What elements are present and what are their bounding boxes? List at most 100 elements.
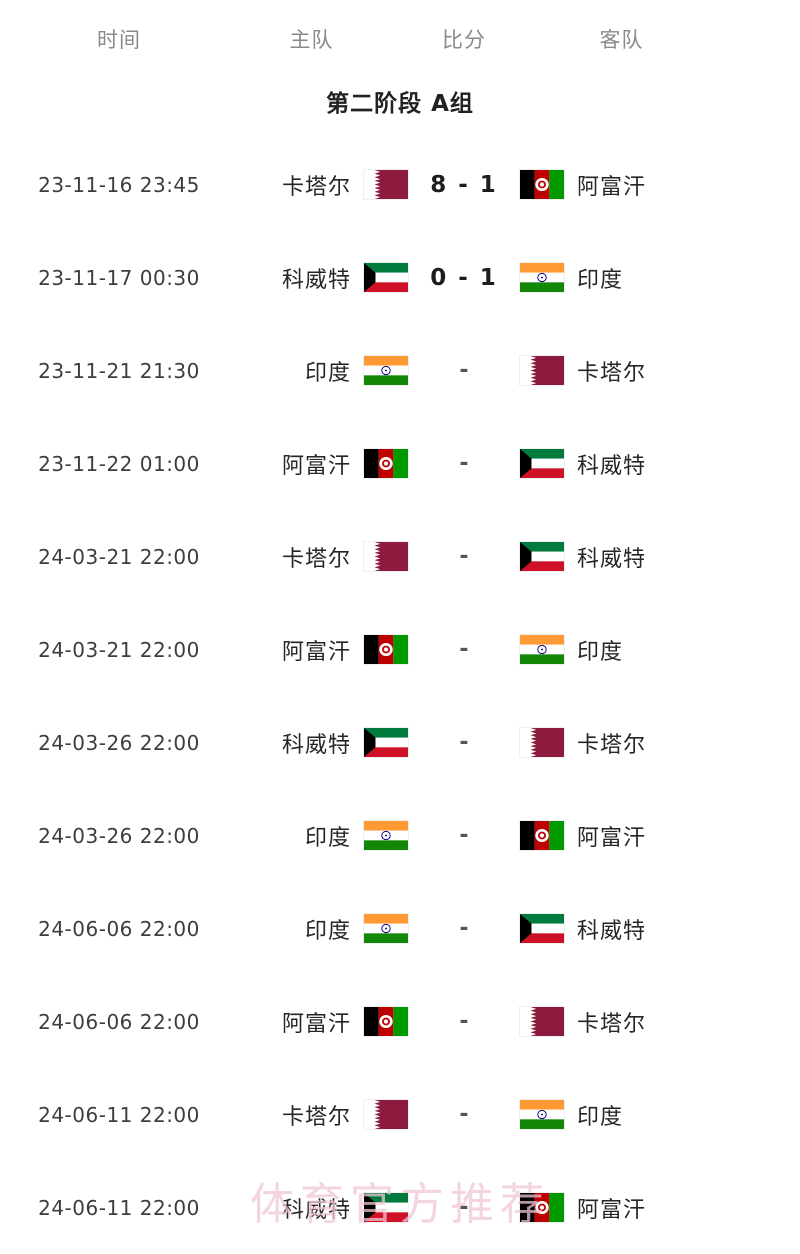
match-score: 0 - 1 (430, 264, 498, 291)
match-score: - (459, 823, 469, 848)
match-row[interactable]: 23-11-21 21:30 印度 - 卡塔尔 (0, 324, 800, 417)
india-flag (363, 355, 409, 386)
home-team-name: 阿富汗 (281, 453, 351, 479)
kuwait-flag (519, 913, 565, 944)
qatar-flag (519, 355, 565, 386)
match-score: 8 - 1 (430, 171, 498, 198)
home-team: 卡塔尔 (214, 169, 409, 201)
match-score: - (459, 916, 469, 941)
match-score: - (459, 1102, 469, 1127)
away-team: 印度 (519, 1099, 724, 1131)
home-team: 阿富汗 (214, 1006, 409, 1038)
away-team: 印度 (519, 262, 724, 294)
match-time: 24-06-06 22:00 (38, 916, 200, 941)
match-row[interactable]: 24-06-06 22:00 阿富汗 - 卡塔尔 (0, 975, 800, 1068)
away-team: 印度 (519, 634, 724, 666)
away-team-name: 卡塔尔 (577, 1011, 647, 1037)
match-row[interactable]: 24-03-26 22:00 印度 - 阿富汗 (0, 789, 800, 882)
away-team: 阿富汗 (519, 169, 724, 201)
qatar-flag (363, 541, 409, 572)
kuwait-flag (363, 262, 409, 293)
home-team-name: 印度 (304, 825, 351, 851)
qatar-flag (363, 169, 409, 200)
home-team: 卡塔尔 (214, 541, 409, 573)
group-title: 第二阶段 A组 (326, 91, 474, 117)
home-team: 印度 (214, 355, 409, 387)
kuwait-flag (363, 727, 409, 758)
home-team-name: 科威特 (281, 732, 351, 758)
match-row[interactable]: 24-06-11 22:00 科威特 - 阿富汗 (0, 1161, 800, 1254)
home-team-name: 卡塔尔 (281, 174, 351, 200)
home-team: 阿富汗 (214, 448, 409, 480)
india-flag (363, 913, 409, 944)
qatar-flag (519, 727, 565, 758)
india-flag (519, 1099, 565, 1130)
home-team-name: 阿富汗 (281, 1011, 351, 1037)
away-team-name: 卡塔尔 (577, 732, 647, 758)
kuwait-flag (519, 448, 565, 479)
kuwait-flag (363, 1192, 409, 1223)
qatar-flag (363, 1099, 409, 1130)
afghanistan-flag (519, 169, 565, 200)
match-row[interactable]: 24-03-21 22:00 阿富汗 - 印度 (0, 603, 800, 696)
away-team-name: 阿富汗 (577, 1197, 647, 1223)
column-header-home-team: 主队 (289, 28, 334, 52)
match-row[interactable]: 24-03-26 22:00 科威特 - 卡塔尔 (0, 696, 800, 789)
home-team: 科威特 (214, 1192, 409, 1224)
column-header-score: 比分 (442, 28, 486, 52)
match-time: 23-11-16 23:45 (38, 172, 200, 197)
away-team-name: 印度 (577, 639, 624, 665)
away-team-name: 印度 (577, 1104, 624, 1130)
afghanistan-flag (363, 634, 409, 665)
qatar-flag (519, 1006, 565, 1037)
away-team: 科威特 (519, 541, 724, 573)
column-header-away-team: 客队 (599, 28, 644, 52)
away-team: 卡塔尔 (519, 1006, 724, 1038)
home-team: 科威特 (214, 727, 409, 759)
match-score: - (459, 451, 469, 476)
match-row[interactable]: 24-06-06 22:00 印度 - 科威特 (0, 882, 800, 975)
match-time: 24-03-21 22:00 (38, 544, 200, 569)
home-team-name: 科威特 (281, 267, 351, 293)
away-team: 卡塔尔 (519, 355, 724, 387)
afghanistan-flag (519, 1192, 565, 1223)
away-team-name: 阿富汗 (577, 825, 647, 851)
match-time: 24-06-06 22:00 (38, 1009, 200, 1034)
home-team: 科威特 (214, 262, 409, 294)
away-team: 科威特 (519, 913, 724, 945)
match-time: 24-03-26 22:00 (38, 823, 200, 848)
column-header-time: 时间 (97, 28, 141, 52)
table-header: 时间 主队 比分 客队 (0, 0, 800, 78)
match-score: - (459, 358, 469, 383)
away-team-name: 印度 (577, 267, 624, 293)
match-time: 23-11-22 01:00 (38, 451, 200, 476)
away-team: 卡塔尔 (519, 727, 724, 759)
afghanistan-flag (363, 448, 409, 479)
match-time: 23-11-17 00:30 (38, 265, 200, 290)
away-team-name: 阿富汗 (577, 174, 647, 200)
match-row[interactable]: 23-11-17 00:30 科威特 0 - 1 印度 (0, 231, 800, 324)
home-team-name: 阿富汗 (281, 639, 351, 665)
match-score: - (459, 1009, 469, 1034)
home-team: 印度 (214, 820, 409, 852)
away-team-name: 科威特 (577, 918, 647, 944)
away-team: 阿富汗 (519, 820, 724, 852)
match-row[interactable]: 23-11-22 01:00 阿富汗 - 科威特 (0, 417, 800, 510)
match-row[interactable]: 23-11-16 23:45 卡塔尔 8 - 1 阿富汗 (0, 138, 800, 231)
home-team-name: 印度 (304, 918, 351, 944)
match-score: - (459, 1195, 469, 1220)
away-team: 阿富汗 (519, 1192, 724, 1224)
match-time: 24-06-11 22:00 (38, 1195, 200, 1220)
home-team: 印度 (214, 913, 409, 945)
home-team-name: 卡塔尔 (281, 1104, 351, 1130)
away-team-name: 卡塔尔 (577, 360, 647, 386)
match-time: 24-06-11 22:00 (38, 1102, 200, 1127)
match-row[interactable]: 24-03-21 22:00 卡塔尔 - 科威特 (0, 510, 800, 603)
match-row[interactable]: 24-06-11 22:00 卡塔尔 - 印度 (0, 1068, 800, 1161)
away-team-name: 科威特 (577, 546, 647, 572)
home-team: 卡塔尔 (214, 1099, 409, 1131)
match-time: 24-03-21 22:00 (38, 637, 200, 662)
kuwait-flag (519, 541, 565, 572)
home-team-name: 科威特 (281, 1197, 351, 1223)
